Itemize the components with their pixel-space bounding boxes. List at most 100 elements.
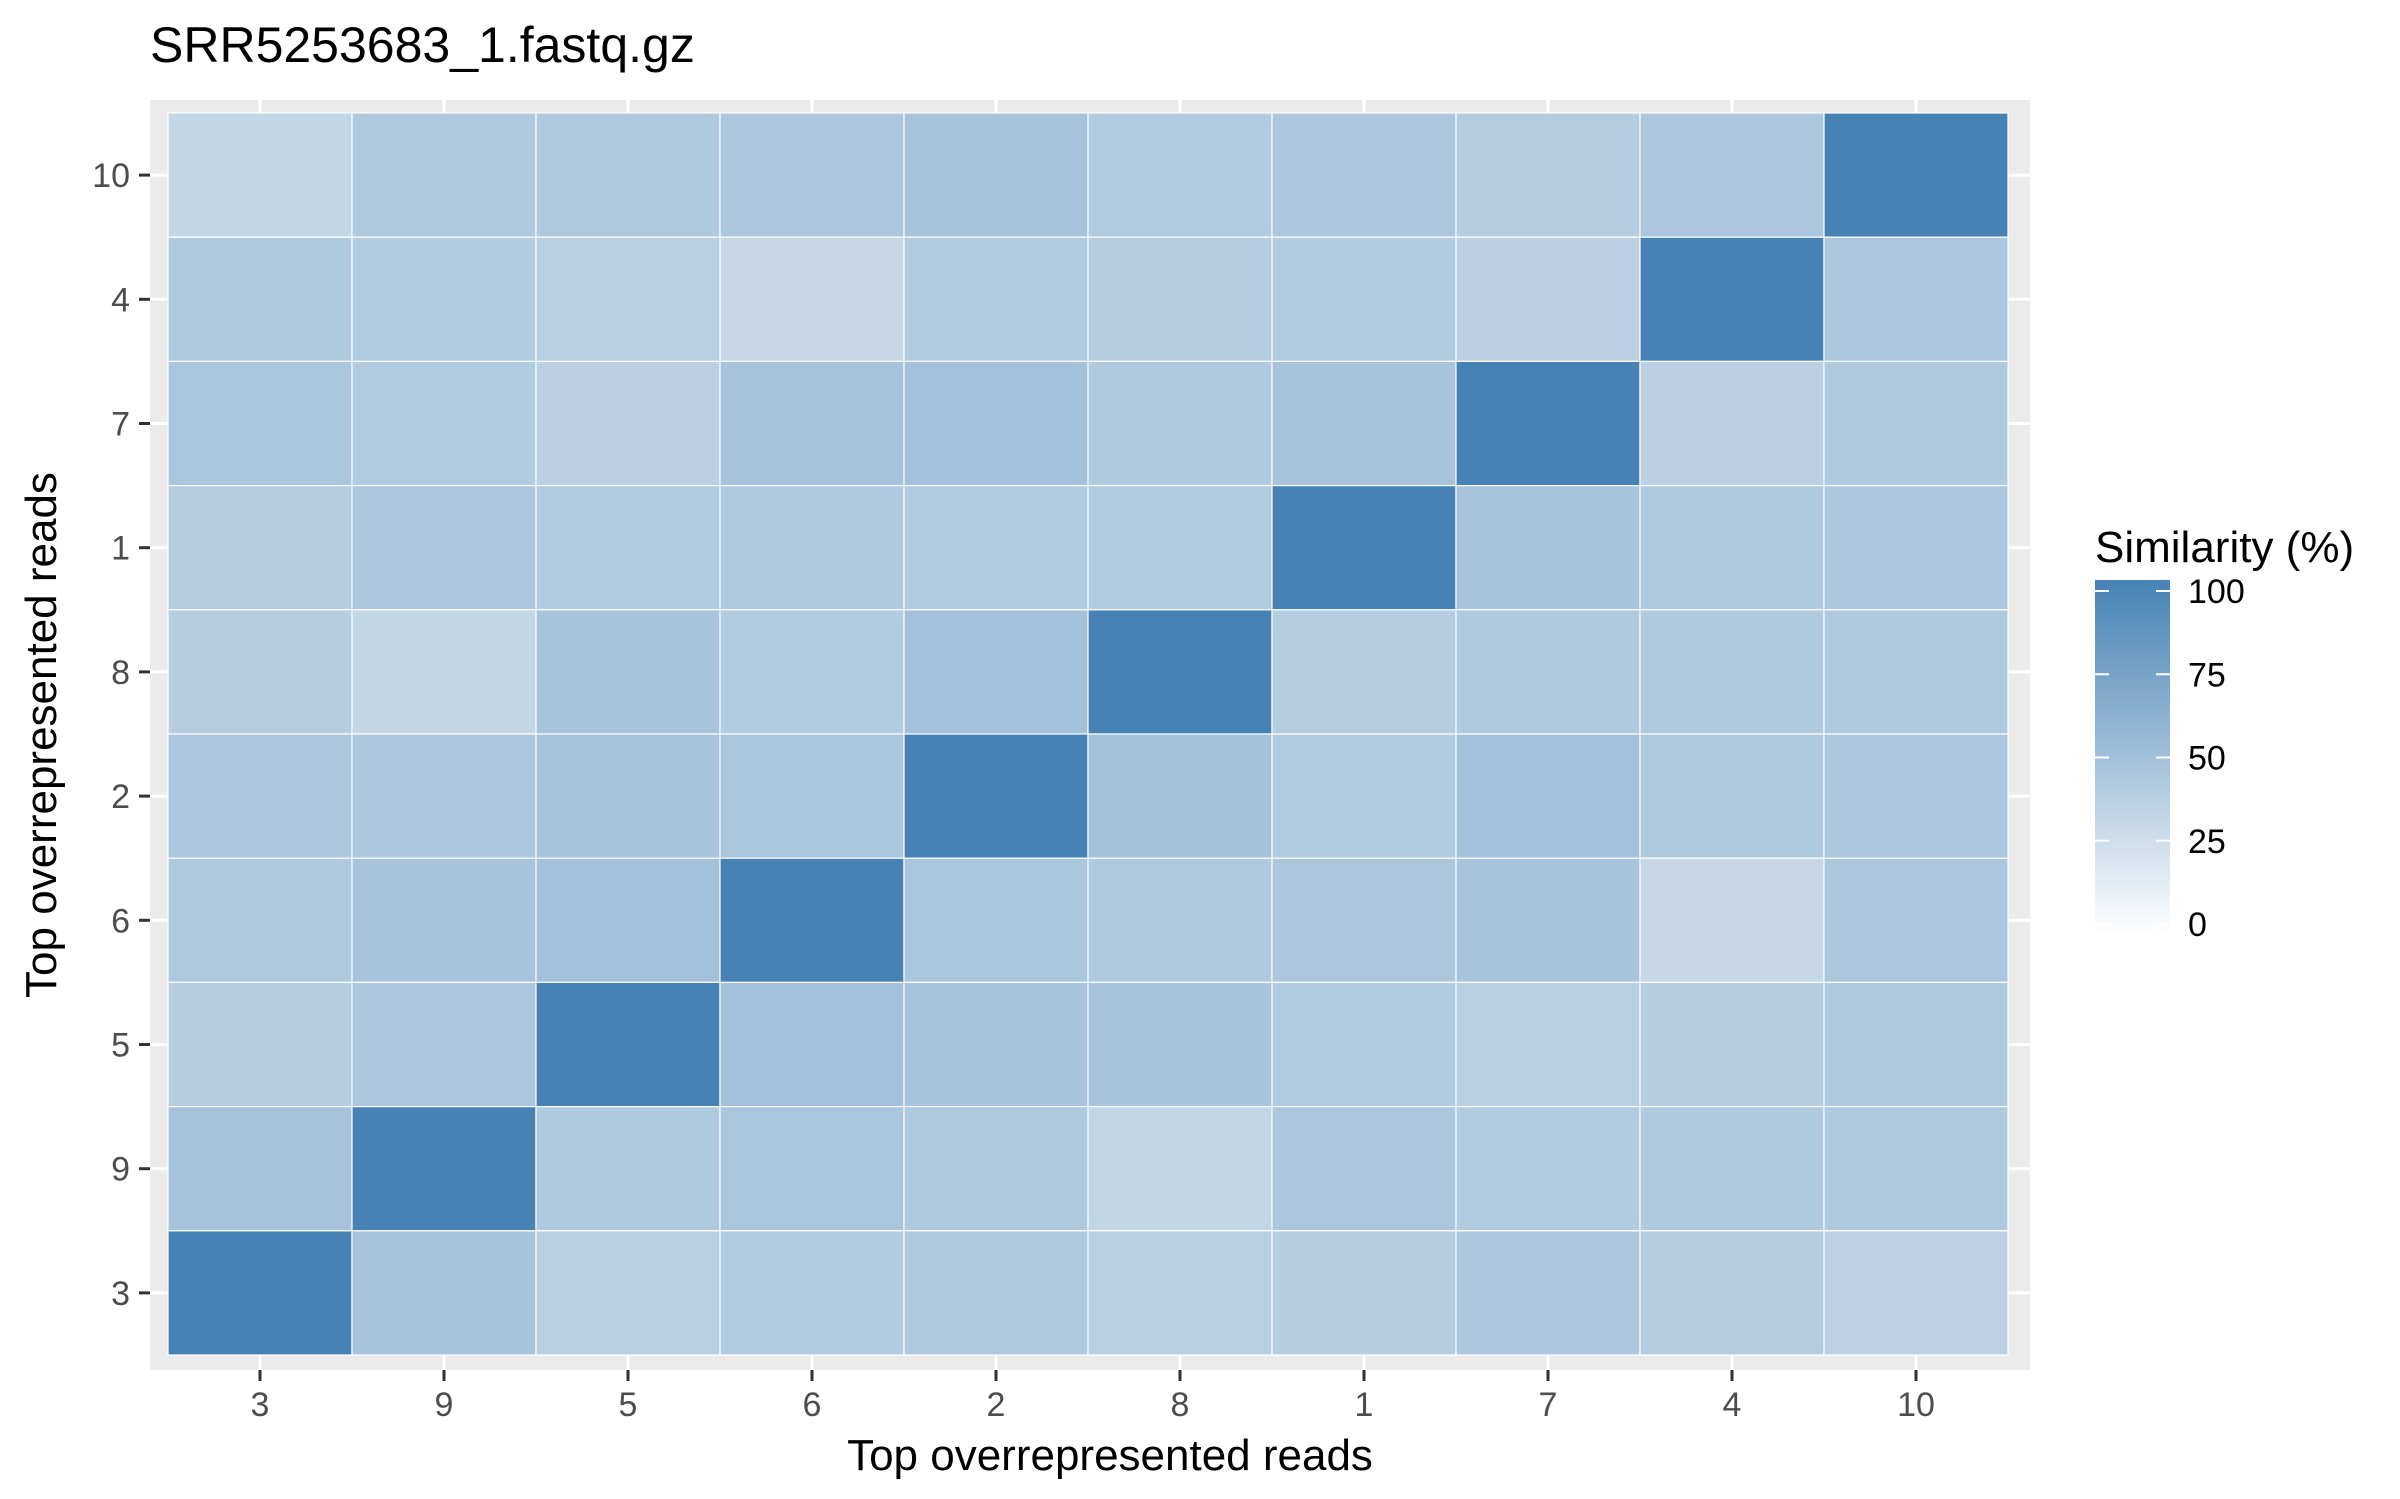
heatmap-cell	[719, 360, 905, 487]
heatmap-cell	[535, 733, 721, 859]
heatmap-cell	[1455, 236, 1641, 362]
heatmap-cell	[167, 1230, 353, 1356]
heatmap-cell	[719, 609, 905, 735]
y-tick-label: 3	[111, 1275, 130, 1313]
heatmap-cell	[1639, 360, 1825, 487]
heatmap-cells	[167, 112, 2009, 1356]
heatmap-cell	[1087, 360, 1273, 487]
heatmap-cell	[1271, 733, 1457, 859]
heatmap-cell	[903, 733, 1089, 859]
heatmap-cell	[1823, 112, 2009, 238]
heatmap-cell	[167, 733, 353, 859]
heatmap-cell	[1639, 236, 1825, 362]
heatmap-cell	[1823, 609, 2009, 735]
heatmap-cell	[351, 1230, 537, 1356]
heatmap-cell	[167, 485, 353, 611]
heatmap-cell	[1455, 360, 1641, 487]
heatmap-cell	[535, 360, 721, 487]
heatmap-cell	[1823, 1105, 2009, 1232]
heatmap-cell	[1271, 857, 1457, 984]
heatmap-cell	[1271, 609, 1457, 735]
heatmap-cell	[167, 981, 353, 1108]
x-tick-label: 5	[619, 1386, 638, 1424]
x-axis-label: Top overrepresented reads	[847, 1431, 1373, 1480]
heatmap-cell	[167, 236, 353, 362]
legend-tick-label: 25	[2188, 823, 2226, 861]
heatmap-cell	[1087, 485, 1273, 611]
y-tick-label: 1	[111, 530, 130, 568]
heatmap-cell	[167, 1105, 353, 1232]
y-tick-label: 2	[111, 778, 130, 816]
y-axis: 3 9 5 6 2 8 1 7 4 10	[92, 157, 150, 1313]
heatmap-cell	[903, 1230, 1089, 1356]
x-tick-label: 9	[435, 1386, 454, 1424]
heatmap-cell	[1087, 609, 1273, 735]
heatmap-cell	[1455, 609, 1641, 735]
heatmap-cell	[1823, 857, 2009, 984]
heatmap-cell	[719, 733, 905, 859]
chart-title: SRR5253683_1.fastq.gz	[150, 17, 695, 73]
legend-tick-label: 100	[2188, 573, 2245, 611]
heatmap-cell	[1087, 1105, 1273, 1232]
heatmap-cell	[535, 1105, 721, 1232]
heatmap-cell	[1455, 1105, 1641, 1232]
y-tick-label: 5	[111, 1027, 130, 1065]
y-tick-label: 8	[111, 654, 130, 692]
heatmap-cell	[1455, 733, 1641, 859]
heatmap-cell	[167, 609, 353, 735]
heatmap-cell	[1639, 1105, 1825, 1232]
legend-tick-label: 50	[2188, 740, 2226, 778]
heatmap-cell	[351, 236, 537, 362]
legend-tick-label: 75	[2188, 656, 2226, 694]
heatmap-cell	[1455, 1230, 1641, 1356]
heatmap-cell	[1823, 485, 2009, 611]
heatmap-cell	[903, 857, 1089, 984]
heatmap-cell	[351, 981, 537, 1108]
heatmap-cell	[167, 360, 353, 487]
heatmap-cell	[903, 981, 1089, 1108]
heatmap-cell	[1455, 485, 1641, 611]
y-tick-label: 9	[111, 1151, 130, 1189]
x-axis: 3 9 5 6 2 8 1 7 4 10	[251, 1370, 1935, 1424]
legend-tick-label: 0	[2188, 906, 2207, 944]
heatmap-cell	[1639, 857, 1825, 984]
heatmap-cell	[1823, 1230, 2009, 1356]
heatmap-cell	[351, 485, 537, 611]
heatmap-cell	[1271, 1230, 1457, 1356]
heatmap-cell	[1271, 981, 1457, 1108]
heatmap-cell	[351, 360, 537, 487]
legend: Similarity (%) 0 25 50 75 100	[2095, 523, 2354, 944]
heatmap-cell	[1639, 112, 1825, 238]
x-tick-label: 3	[251, 1386, 270, 1424]
heatmap-cell	[719, 485, 905, 611]
y-tick-label: 10	[92, 157, 130, 195]
heatmap-cell	[719, 1105, 905, 1232]
heatmap-cell	[719, 236, 905, 362]
heatmap-cell	[535, 981, 721, 1108]
heatmap-cell	[1455, 981, 1641, 1108]
heatmap-cell	[1639, 609, 1825, 735]
heatmap-cell	[535, 112, 721, 238]
heatmap-cell	[903, 236, 1089, 362]
heatmap-cell	[903, 360, 1089, 487]
y-axis-label: Top overrepresented reads	[17, 472, 66, 998]
x-tick-label: 2	[987, 1386, 1006, 1424]
heatmap-cell	[719, 112, 905, 238]
legend-ticks: 0 25 50 75 100	[2095, 573, 2245, 944]
heatmap-cell	[535, 609, 721, 735]
heatmap-cell	[1271, 360, 1457, 487]
heatmap-cell	[535, 485, 721, 611]
y-tick-label: 4	[111, 281, 130, 319]
heatmap-cell	[535, 1230, 721, 1356]
heatmap-cell	[1823, 733, 2009, 859]
heatmap-cell	[1087, 981, 1273, 1108]
heatmap-cell	[1087, 733, 1273, 859]
heatmap-cell	[1271, 1105, 1457, 1232]
y-tick-label: 7	[111, 406, 130, 444]
heatmap-cell	[1271, 485, 1457, 611]
heatmap-cell	[351, 609, 537, 735]
heatmap-cell	[351, 733, 537, 859]
heatmap-cell	[1639, 981, 1825, 1108]
heatmap-cell	[1087, 857, 1273, 984]
